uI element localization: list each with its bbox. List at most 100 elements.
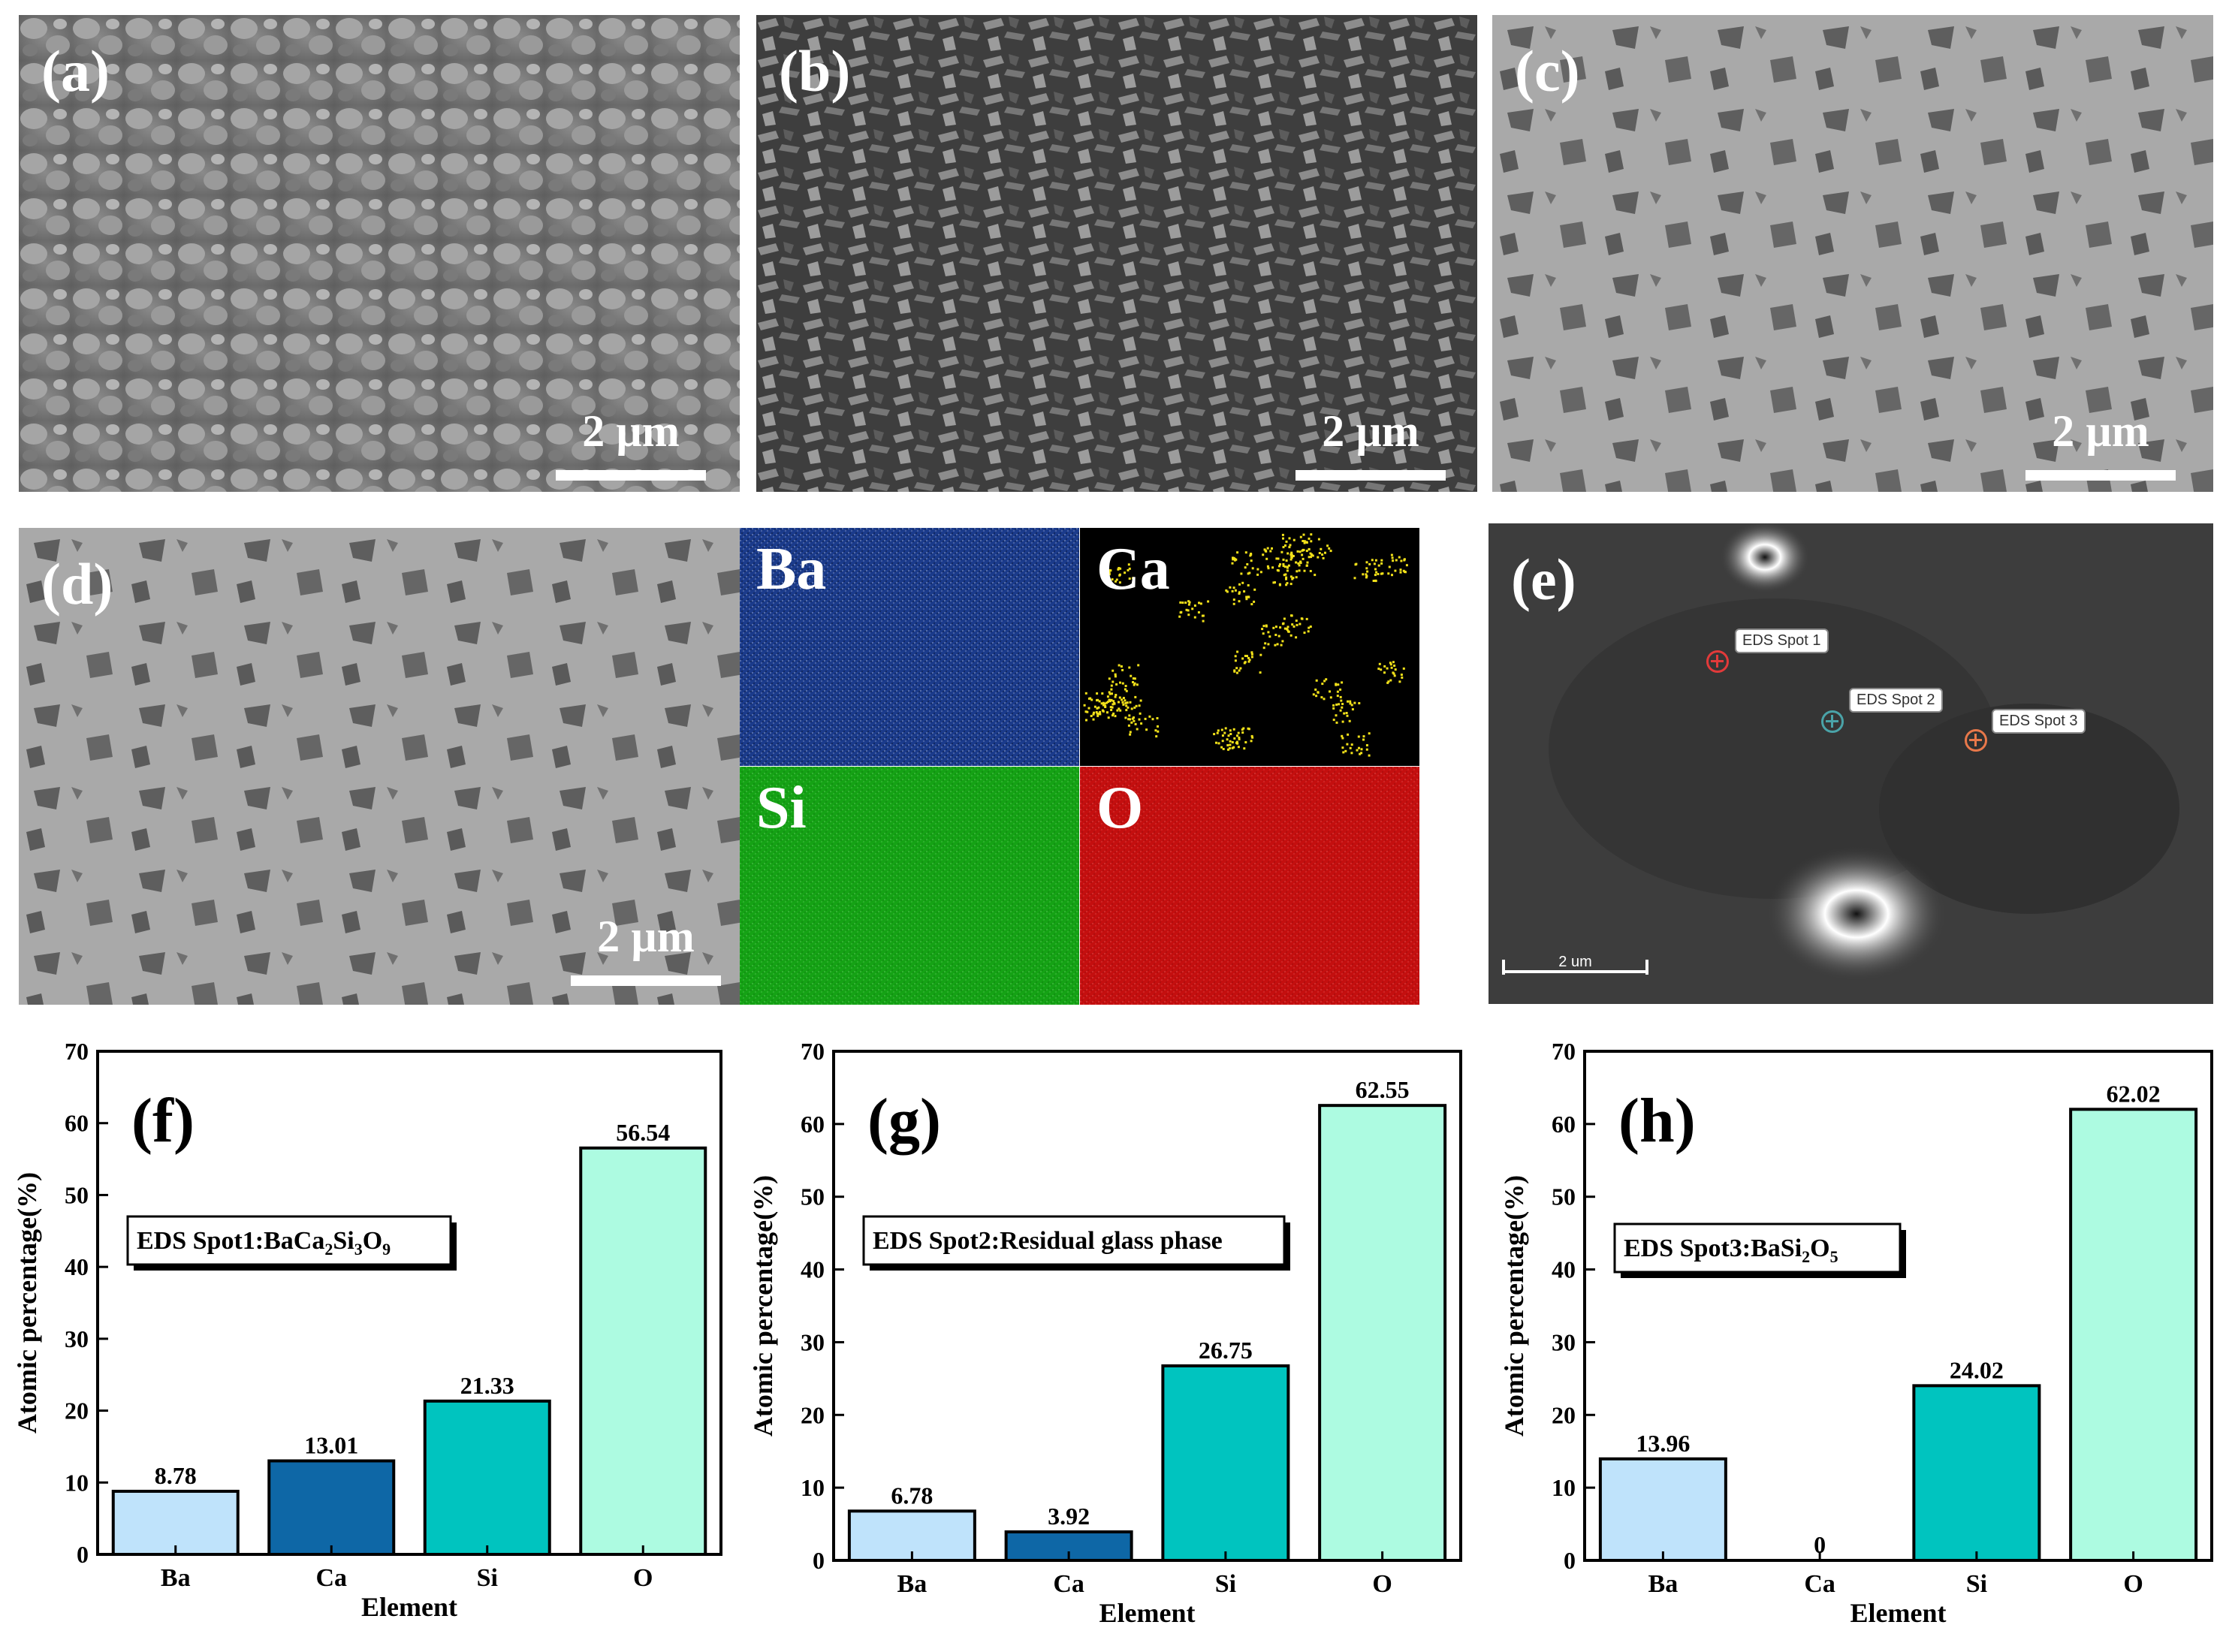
eds-map-o: O [1080, 767, 1419, 1005]
sem-panel-a: (a) 2 µm [19, 15, 740, 492]
eds-spot-3-tag[interactable]: EDS Spot 3 [1992, 709, 2086, 734]
eds-map-si: Si [740, 767, 1079, 1005]
eds-spot-2-marker[interactable] [1821, 710, 1844, 733]
scale-bar-label-b: 2 µm [1322, 406, 1419, 456]
bar-value-label: 26.75 [1199, 1337, 1253, 1364]
x-tick-label: O [633, 1564, 653, 1592]
eds-map-label-ba: Ba [756, 536, 827, 602]
scale-bar-label-e: 2 um [1558, 954, 1592, 970]
y-tick-label: 50 [801, 1183, 825, 1210]
eds-spot-1-tag[interactable]: EDS Spot 1 [1735, 629, 1829, 653]
x-tick-label: Ca [315, 1564, 347, 1592]
bar-value-label: 21.33 [460, 1372, 514, 1399]
y-tick-label: 0 [1564, 1547, 1576, 1574]
bar-value-label: 3.92 [1048, 1503, 1090, 1530]
scale-bar-e: 2 um [1502, 954, 1648, 988]
legend-text: EDS Spot1:BaCa2Si3O9 [137, 1227, 391, 1259]
bar-si [1912, 1384, 2041, 1563]
scale-bar-label-a: 2 µm [582, 406, 680, 456]
y-tick-label: 10 [1552, 1474, 1576, 1501]
x-tick-label: Ba [161, 1564, 191, 1592]
panel-label-d: (d) [41, 551, 113, 616]
bar-value-label: 56.54 [616, 1119, 670, 1146]
bar-si [423, 1399, 551, 1556]
y-axis-label: Atomic percentage(%) [1499, 1175, 1529, 1436]
eds-spot-1-marker[interactable] [1706, 650, 1729, 673]
scale-bar-c: 2 µm [2025, 405, 2176, 481]
x-axis-label: Element [361, 1592, 457, 1622]
y-tick-label: 30 [1552, 1328, 1576, 1355]
bar-o [2069, 1108, 2198, 1563]
y-tick-label: 70 [801, 1038, 825, 1065]
x-tick-label: Si [477, 1564, 498, 1592]
x-tick-label: Ca [1053, 1570, 1084, 1598]
sem-panel-c: (c) 2 µm [1492, 15, 2213, 492]
scale-bar-d: 2 µm [571, 911, 721, 986]
y-tick-label: 0 [813, 1547, 825, 1574]
eds-map-ba: Ba [740, 528, 1079, 766]
y-tick-label: 50 [1552, 1183, 1576, 1210]
y-tick-label: 60 [65, 1110, 89, 1137]
y-tick-label: 40 [1552, 1256, 1576, 1283]
sem-panel-e: (e) EDS Spot 1 EDS Spot 2 EDS Spot 3 2 u… [1489, 523, 2213, 1004]
eds-map-label-o: O [1096, 775, 1144, 841]
sem-image-c [1492, 15, 2213, 492]
plot-frame [96, 1050, 722, 1556]
y-tick-label: 70 [1552, 1038, 1576, 1065]
y-tick-label: 20 [1552, 1401, 1576, 1428]
bar-si [1161, 1364, 1290, 1562]
bar-value-label: 13.96 [1636, 1430, 1690, 1457]
bar-ca [267, 1459, 396, 1556]
x-axis-label: Element [1099, 1598, 1196, 1628]
ca-map-spots [1083, 533, 1408, 757]
plot-frame [1583, 1050, 2213, 1562]
legend-text: EDS Spot2:Residual glass phase [873, 1227, 1223, 1255]
bar-value-label: 8.78 [155, 1462, 197, 1489]
y-tick-label: 10 [65, 1469, 89, 1496]
x-tick-label: Si [1215, 1570, 1236, 1598]
y-tick-label: 60 [1552, 1111, 1576, 1138]
y-tick-label: 60 [801, 1111, 825, 1138]
eds-map-ca: Ca [1080, 528, 1419, 766]
chart-panel-label: (g) [867, 1086, 941, 1156]
scale-bar-label-c: 2 µm [2052, 406, 2149, 456]
plot-frame [832, 1050, 1462, 1562]
x-tick-label: Ba [1648, 1570, 1679, 1598]
scale-bar-a: 2 µm [556, 405, 706, 481]
x-tick-label: O [2123, 1570, 2143, 1598]
x-tick-label: O [1372, 1570, 1392, 1598]
panel-label-a: (a) [41, 38, 110, 104]
y-tick-label: 20 [801, 1401, 825, 1428]
legend-box [1613, 1222, 1902, 1274]
eds-map-label-si: Si [756, 775, 807, 841]
eds-map-label-ca: Ca [1096, 536, 1170, 602]
x-tick-label: Ba [897, 1570, 928, 1598]
scale-bar-line-d [571, 975, 721, 986]
y-tick-label: 50 [65, 1181, 89, 1208]
bar-value-label: 6.78 [891, 1482, 933, 1509]
x-tick-label: Si [1966, 1570, 1987, 1598]
bar-ba [1598, 1457, 1727, 1562]
bar-chart-f: 0 10 20 30 40 50 60 70 8.78 Ba 13.01 Ca 21.33 Si 56.54… [12, 1038, 722, 1622]
bar-value-label: 13.01 [304, 1431, 358, 1458]
sem-image-e [1489, 523, 2213, 1004]
eds-map-grid: Ba Ca Si O [740, 528, 1419, 1005]
panel-label-b: (b) [779, 38, 851, 104]
bar-ba [111, 1489, 240, 1556]
scale-bar-label-d: 2 µm [597, 912, 695, 961]
legend-box [862, 1215, 1286, 1266]
x-tick-label: Ca [1804, 1570, 1835, 1598]
panel-label-e: (e) [1511, 547, 1576, 612]
legend-text: EDS Spot3:BaSi2O5 [1624, 1234, 1838, 1266]
scale-bar-line-a [556, 470, 706, 481]
y-tick-label: 30 [65, 1325, 89, 1352]
sem-image-a [19, 15, 740, 492]
eds-spot-3-marker[interactable] [1965, 729, 1987, 752]
y-tick-label: 0 [77, 1541, 89, 1568]
panel-label-c: (c) [1515, 38, 1580, 104]
bar-chart-g: 0 10 20 30 40 50 60 70 6.78 Ba 3.92 Ca 26.75 Si 62.55 O… [748, 1038, 1462, 1628]
y-tick-label: 40 [801, 1256, 825, 1283]
chart-panel-label: (f) [131, 1086, 195, 1156]
eds-spot-2-tag[interactable]: EDS Spot 2 [1849, 688, 1943, 713]
scale-bar-line-c [2025, 470, 2176, 481]
